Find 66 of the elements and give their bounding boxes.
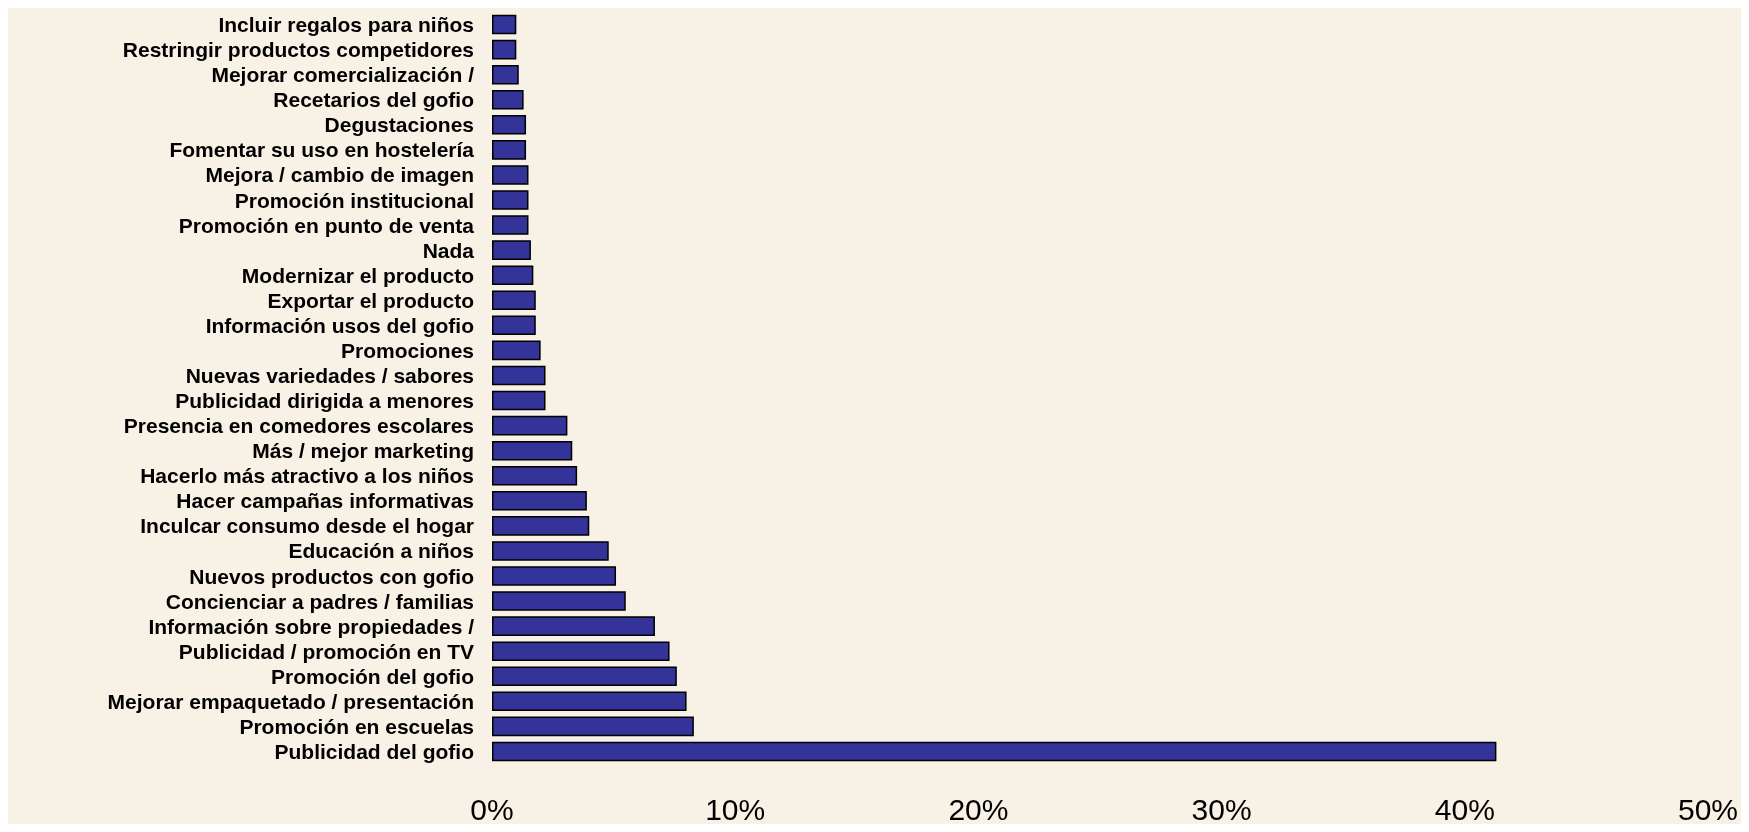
y-tick-label: Concienciar a padres / familias — [165, 589, 474, 613]
bar — [492, 365, 546, 386]
bar — [492, 390, 546, 411]
bar — [492, 215, 529, 235]
bar — [492, 89, 524, 110]
y-tick-label: Educación a niños — [288, 539, 474, 563]
y-tick-label: Mejora / cambio de imagen — [205, 163, 474, 187]
y-tick-label: Promoción en escuelas — [239, 714, 474, 738]
y-tick-label: Promoción del gofio — [271, 664, 474, 688]
bar — [492, 265, 534, 285]
y-tick-label: Presencia en comedores escolares — [123, 414, 474, 438]
y-tick-label: Nada — [422, 238, 475, 262]
bar — [492, 240, 531, 260]
bar — [492, 39, 517, 60]
x-tick-label: 20% — [948, 792, 1009, 826]
y-tick-label: Incluir regalos para niños — [218, 13, 474, 37]
y-tick-label: Mejorar comercialización / — [211, 63, 475, 87]
y-tick-label: Recetarios del gofio — [273, 88, 474, 112]
y-tick-label: Modernizar el producto — [241, 263, 474, 287]
bar — [492, 340, 541, 361]
bar — [492, 115, 527, 135]
bar — [492, 165, 529, 185]
y-tick-label: Restringir productos competidores — [122, 38, 474, 62]
x-tick-label: 0% — [470, 792, 514, 826]
bar — [492, 591, 626, 611]
y-tick-label: Mejorar empaquetado / presentación — [107, 689, 474, 713]
bar — [492, 516, 590, 536]
x-tick-label: 50% — [1677, 792, 1738, 826]
bar — [492, 691, 687, 712]
bar — [492, 190, 529, 210]
y-tick-label: Publicidad del gofio — [274, 739, 474, 763]
bar — [492, 616, 655, 636]
bar — [492, 566, 617, 586]
y-tick-label: Promoción institucional — [234, 188, 474, 212]
bar — [492, 415, 568, 436]
y-tick-label: Promoción en punto de venta — [178, 213, 475, 237]
bar — [492, 315, 536, 336]
bar — [492, 14, 517, 35]
y-tick-label: Publicidad dirigida a menores — [175, 389, 474, 413]
bar — [492, 440, 573, 461]
y-tick-label: Degustaciones — [324, 113, 474, 137]
y-tick-label: Información sobre propiedades / — [148, 614, 475, 638]
y-tick-label: Exportar el producto — [267, 288, 474, 312]
bar — [492, 666, 677, 687]
y-tick-label: Hacer campañas informativas — [176, 489, 474, 513]
bar — [492, 741, 1497, 762]
y-tick-label: Información usos del gofio — [205, 313, 474, 337]
y-tick-label: Nuevas variedades / sabores — [185, 363, 474, 387]
y-tick-label: Inculcar consumo desde el hogar — [140, 514, 474, 538]
y-tick-label: Hacerlo más atractivo a los niños — [140, 464, 474, 488]
bar — [492, 64, 519, 85]
bar — [492, 491, 587, 511]
bar — [492, 465, 578, 486]
y-tick-label: Más / mejor marketing — [252, 439, 474, 463]
y-tick-label: Publicidad / promoción en TV — [178, 639, 474, 663]
bar — [492, 716, 694, 737]
x-tick-label: 30% — [1191, 792, 1252, 826]
bar — [492, 641, 670, 661]
y-tick-label: Nuevos productos con gofio — [189, 564, 474, 588]
x-tick-label: 40% — [1434, 792, 1495, 826]
bar — [492, 140, 527, 160]
y-tick-label: Fomentar su uso en hostelería — [169, 138, 475, 162]
y-tick-label: Promociones — [340, 338, 474, 362]
bar — [492, 541, 609, 561]
x-tick-label: 10% — [705, 792, 766, 826]
bar — [492, 290, 536, 311]
